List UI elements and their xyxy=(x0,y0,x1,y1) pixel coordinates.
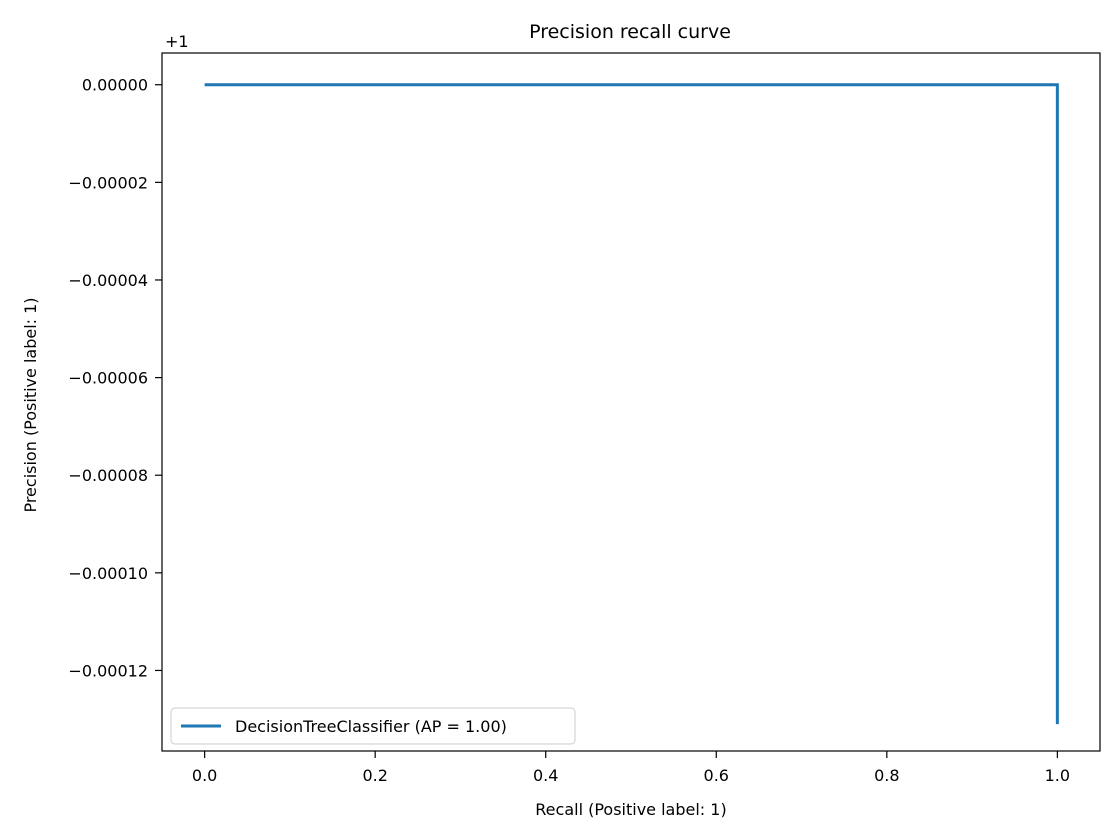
series-line xyxy=(204,83,1059,725)
legend-box xyxy=(170,707,576,745)
y-tick-label: −0.00012 xyxy=(68,661,148,680)
y-tick-label: −0.00010 xyxy=(68,564,148,583)
legend: DecisionTreeClassifier (AP = 1.00) xyxy=(170,707,576,745)
legend-label: DecisionTreeClassifier (AP = 1.00) xyxy=(235,717,507,736)
y-tick-label: −0.00004 xyxy=(68,271,148,290)
x-tick-label: 1.0 xyxy=(1045,766,1070,785)
plot-lines xyxy=(204,83,1059,725)
chart-title: Precision recall curve xyxy=(529,21,731,43)
y-offset-label: +1 xyxy=(165,32,189,51)
axis-ticks: 0.0 0.2 0.4 0.6 0.8 1.0 0.00000 −0.00002 −0.0000… xyxy=(68,76,1070,785)
x-tick-label: 0.8 xyxy=(874,766,899,785)
x-tick-label: 0.2 xyxy=(362,766,387,785)
y-tick-label: −0.00006 xyxy=(68,369,148,388)
y-tick-label: 0.00000 xyxy=(82,76,148,95)
x-tick-label: 0.6 xyxy=(704,766,729,785)
plot-frame xyxy=(161,52,1101,752)
x-tick-label: 0.4 xyxy=(533,766,558,785)
x-tick-label: 0.0 xyxy=(192,766,217,785)
y-tick-label: −0.00008 xyxy=(68,466,148,485)
y-axis-title: Precision (Positive label: 1) xyxy=(21,297,40,512)
x-axis-title: Recall (Positive label: 1) xyxy=(535,800,726,819)
y-tick-label: −0.00002 xyxy=(68,173,148,192)
